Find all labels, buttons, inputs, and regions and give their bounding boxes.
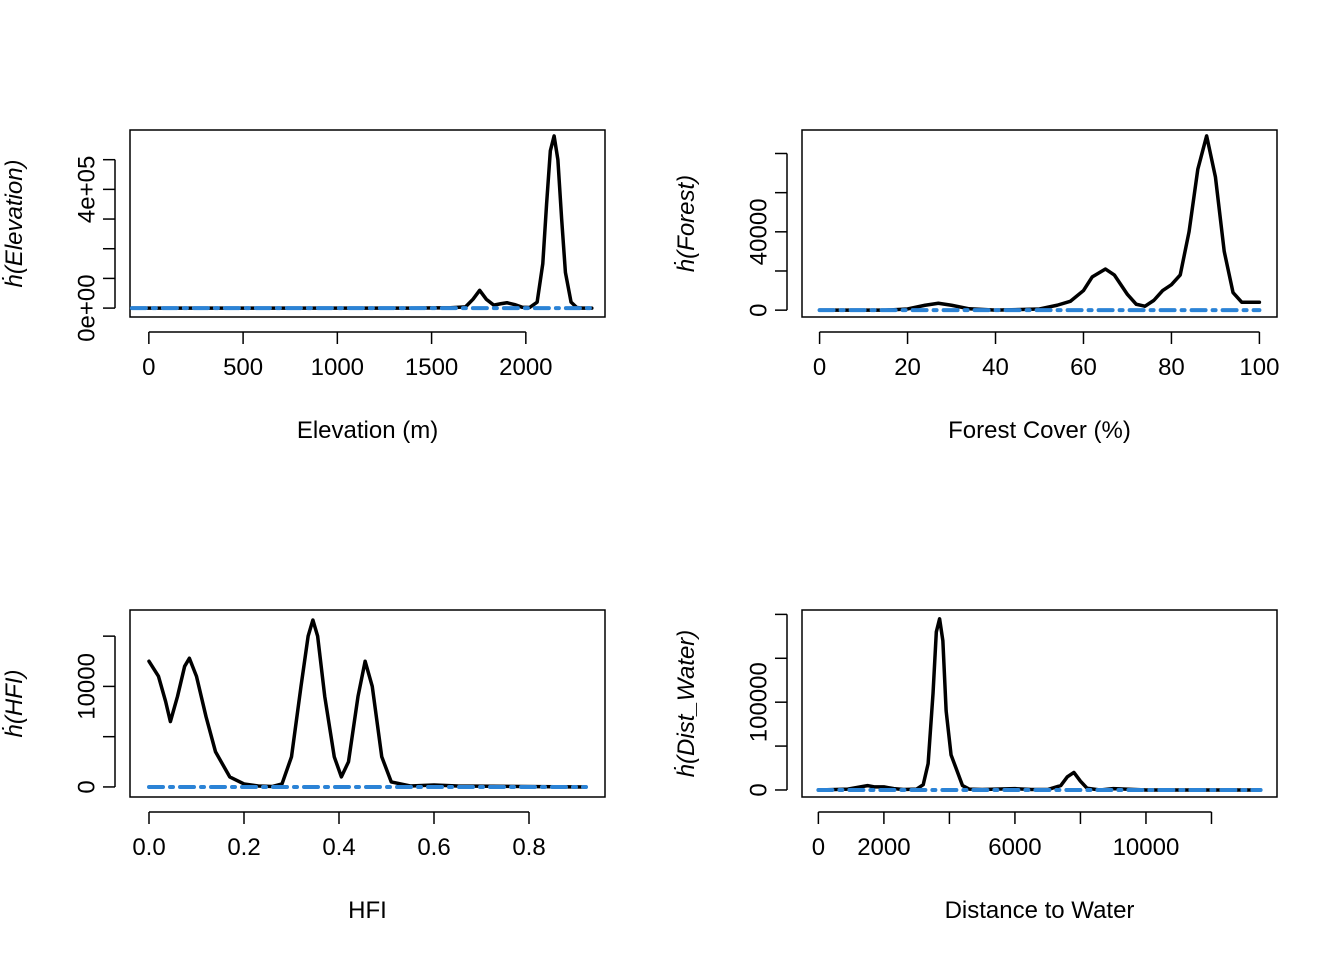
x-tick-label: 500 — [223, 354, 263, 381]
x-tick-label: 0 — [812, 834, 825, 861]
y-tick-label: 0 — [746, 303, 773, 316]
series-layer — [129, 134, 594, 311]
density-curve — [816, 617, 1263, 792]
x-axis-title: Elevation (m) — [297, 417, 438, 444]
x-tick-label: 0 — [813, 354, 826, 381]
series-layer — [816, 617, 1263, 792]
x-tick-label: 0.6 — [417, 834, 450, 861]
x-tick-label: 2000 — [499, 354, 552, 381]
x-axis-title: Forest Cover (%) — [948, 417, 1131, 444]
x-axis: 0 2000 6000 10000 — [812, 811, 1213, 861]
density-curve — [817, 134, 1262, 312]
y-tick-label: 0 — [74, 780, 101, 793]
x-axis: 0 20 40 60 80 100 — [813, 331, 1279, 381]
y-tick-label: 0e+00 — [74, 274, 101, 341]
y-tick-label: 4e+05 — [74, 156, 101, 223]
y-axis: 0 40000 — [746, 152, 788, 317]
panel-dist-water: 0 2000 6000 10000 0 100000 Distance to Water… — [673, 609, 1278, 924]
x-axis-title: HFI — [348, 897, 387, 924]
x-tick-label: 1500 — [405, 354, 458, 381]
x-tick-label: 2000 — [857, 834, 910, 861]
y-tick-label: 10000 — [74, 653, 101, 720]
plot-frame — [801, 609, 1278, 798]
x-tick-label: 0.2 — [227, 834, 260, 861]
plot-frame — [129, 609, 606, 798]
plot-frame — [129, 129, 606, 318]
x-tick-label: 10000 — [1113, 834, 1180, 861]
x-tick-label: 6000 — [988, 834, 1041, 861]
x-tick-label: 1000 — [311, 354, 364, 381]
x-tick-label: 0.8 — [512, 834, 545, 861]
density-curve — [147, 618, 588, 789]
x-tick-label: 20 — [894, 354, 921, 381]
panel-hfi: 0.0 0.2 0.4 0.6 0.8 0 10000 HFI ḣ(HFI) — [1, 609, 606, 924]
x-axis-title: Distance to Water — [945, 897, 1135, 924]
y-axis-title: ḣ(Elevation) — [1, 159, 28, 287]
y-axis: 0 100000 — [746, 613, 788, 797]
y-axis: 0 10000 — [74, 635, 116, 794]
x-tick-label: 0.4 — [322, 834, 355, 861]
panel-elevation: 0 500 1000 1500 2000 0e+00 4e+05 Elevation (m… — [1, 129, 606, 444]
x-tick-label: 0 — [142, 354, 155, 381]
y-axis-title: ḣ(Forest) — [673, 175, 700, 272]
y-axis: 0e+00 4e+05 — [74, 156, 116, 342]
series-layer — [817, 134, 1262, 313]
y-tick-label: 100000 — [746, 662, 773, 742]
x-tick-label: 0.0 — [132, 834, 165, 861]
y-tick-label: 0 — [746, 783, 773, 796]
y-tick-label: 40000 — [746, 198, 773, 265]
plot-frame — [801, 129, 1278, 318]
x-tick-label: 80 — [1158, 354, 1185, 381]
series-layer — [147, 618, 588, 789]
x-axis: 0.0 0.2 0.4 0.6 0.8 — [132, 811, 546, 861]
density-curve — [130, 134, 594, 310]
y-axis-title: ḣ(Dist_Water) — [673, 630, 700, 778]
x-tick-label: 100 — [1239, 354, 1279, 381]
y-axis-title: ḣ(HFI) — [1, 670, 28, 738]
x-axis: 0 500 1000 1500 2000 — [142, 331, 553, 381]
x-tick-label: 40 — [982, 354, 1009, 381]
x-tick-label: 60 — [1070, 354, 1097, 381]
panel-forest: 0 20 40 60 80 100 0 40000 Forest Cover (%) ḣ(F… — [673, 129, 1279, 444]
